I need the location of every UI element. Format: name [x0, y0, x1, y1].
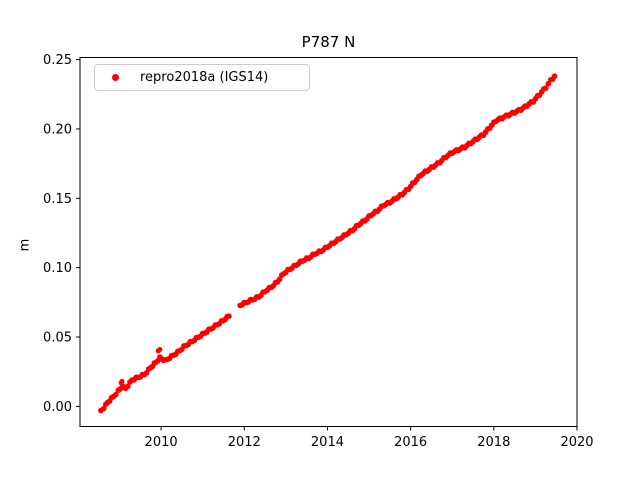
data-point-outlier — [119, 378, 125, 384]
data-point — [276, 276, 283, 283]
data-point — [125, 383, 131, 390]
axes-frame — [79, 57, 578, 427]
y-tick-label: 0.25 — [43, 53, 72, 68]
y-tick-label: 0.05 — [43, 331, 72, 346]
y-tick-label: 0.10 — [43, 261, 72, 276]
data-point — [100, 405, 107, 412]
x-tick-label: 2014 — [311, 435, 344, 450]
legend-marker-icon — [112, 74, 119, 81]
data-point — [226, 313, 232, 320]
x-tick-label: 2016 — [394, 435, 427, 450]
legend-label: repro2018a (IGS14) — [140, 70, 269, 85]
x-tick-label: 2020 — [560, 435, 593, 450]
y-tick-label: 0.20 — [43, 122, 72, 137]
x-tick-label: 2012 — [228, 435, 261, 450]
data-point — [112, 391, 119, 398]
y-axis-label: m — [17, 238, 33, 252]
x-tick-label: 2010 — [145, 435, 178, 450]
data-point — [543, 85, 549, 91]
y-tick-label: 0.15 — [43, 192, 72, 207]
data-point — [551, 73, 558, 80]
y-tick-label: 0.00 — [43, 400, 72, 415]
legend: repro2018a (IGS14) — [94, 64, 310, 91]
x-tick-label: 2018 — [477, 435, 510, 450]
data-point — [545, 80, 552, 87]
chart-title: P787 N — [301, 33, 356, 51]
data-point-outlier — [157, 347, 163, 353]
